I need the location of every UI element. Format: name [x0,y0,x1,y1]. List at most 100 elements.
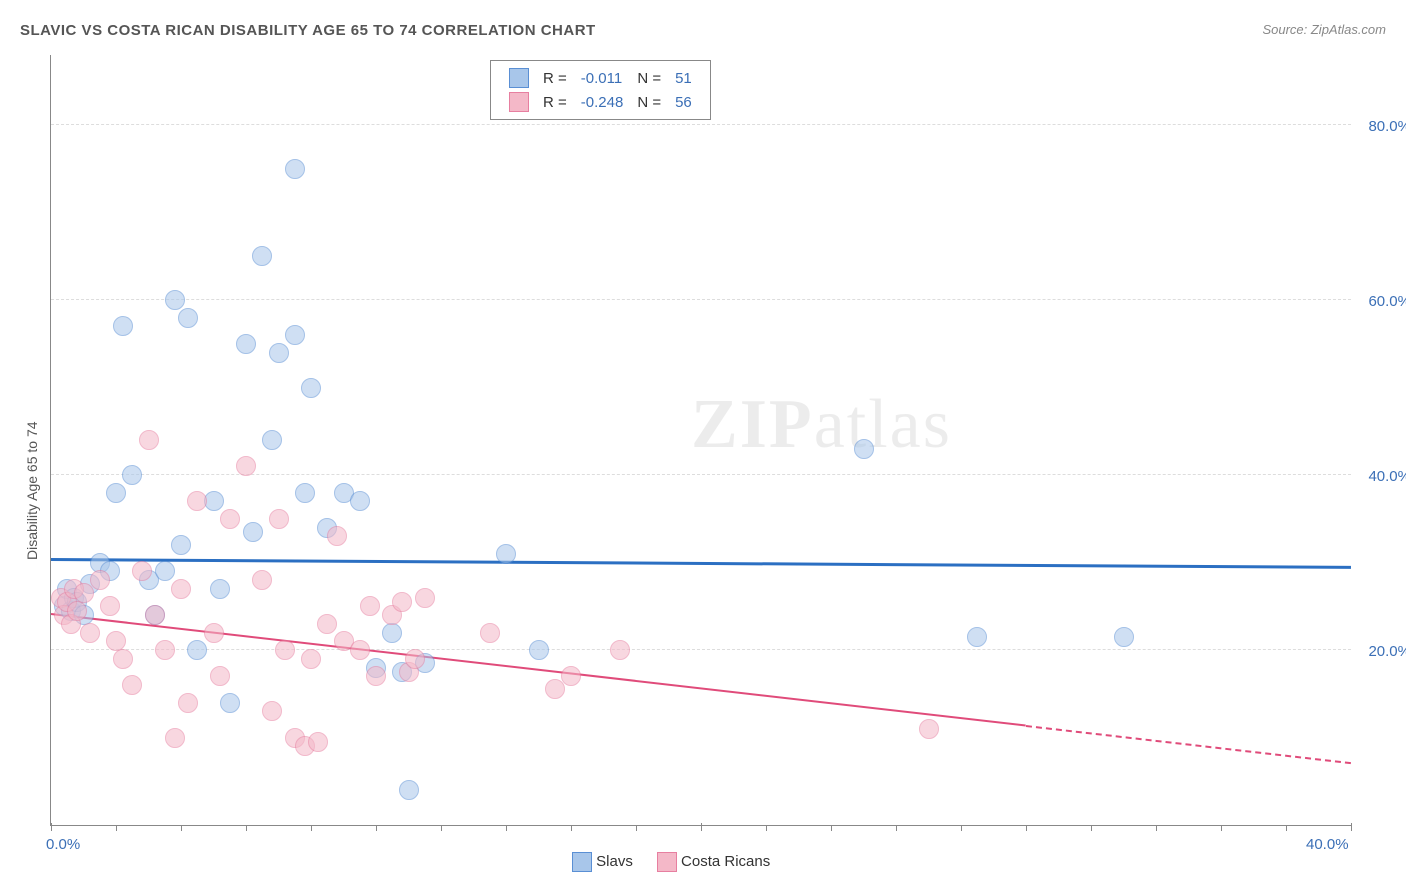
legend-swatch [509,68,529,88]
data-point [295,483,315,503]
data-point [171,535,191,555]
data-point [187,640,207,660]
y-tick-label: 40.0% [1368,468,1406,485]
data-point [178,308,198,328]
data-point [262,701,282,721]
y-axis-label: Disability Age 65 to 74 [24,421,40,560]
data-point [113,316,133,336]
data-point [301,378,321,398]
watermark: ZIPatlas [691,385,952,465]
legend-n-label: N = [631,67,667,89]
x-minor-tick [896,825,897,831]
x-minor-tick [116,825,117,831]
data-point [967,627,987,647]
data-point [317,614,337,634]
data-point [100,596,120,616]
data-point [122,675,142,695]
data-point [360,596,380,616]
data-point [285,325,305,345]
x-minor-tick [636,825,637,831]
data-point [145,605,165,625]
legend-n-value: 51 [669,67,698,89]
legend-row: R =-0.011N =51 [503,67,698,89]
data-point [366,666,386,686]
data-point [392,592,412,612]
data-point [171,579,191,599]
data-point [350,640,370,660]
data-point [236,334,256,354]
legend-table: R =-0.011N =51R =-0.248N =56 [501,65,700,115]
x-minor-tick [831,825,832,831]
chart-title: SLAVIC VS COSTA RICAN DISABILITY AGE 65 … [20,22,596,39]
data-point [139,430,159,450]
x-minor-tick [1286,825,1287,831]
data-point [275,640,295,660]
data-point [415,588,435,608]
legend-r-label: R = [537,67,573,89]
gridline [51,124,1351,125]
data-point [301,649,321,669]
data-point [178,693,198,713]
gridline [51,649,1351,650]
trend-line [1026,725,1351,764]
data-point [210,666,230,686]
legend-n-value: 56 [669,91,698,113]
data-point [210,579,230,599]
scatter-plot: ZIPatlas 20.0%40.0%60.0%80.0%0.0%40.0% [50,55,1351,826]
data-point [399,780,419,800]
data-point [262,430,282,450]
data-point [545,679,565,699]
trend-line [51,613,1026,727]
data-point [204,623,224,643]
legend-row: R =-0.248N =56 [503,91,698,113]
data-point [80,623,100,643]
data-point [74,583,94,603]
x-minor-tick [246,825,247,831]
trend-line [51,558,1351,569]
data-point [285,159,305,179]
data-point [122,465,142,485]
y-tick-label: 20.0% [1368,643,1406,660]
source-label: Source: ZipAtlas.com [1262,22,1386,37]
data-point [220,693,240,713]
x-minor-tick [311,825,312,831]
data-point [327,526,347,546]
legend-swatch [657,852,677,872]
data-point [529,640,549,660]
x-minor-tick [1221,825,1222,831]
x-minor-tick [376,825,377,831]
x-tick-label: 0.0% [46,836,80,853]
data-point [854,439,874,459]
data-point [132,561,152,581]
x-minor-tick [181,825,182,831]
gridline [51,299,1351,300]
source-prefix: Source: [1262,22,1310,37]
x-minor-tick [506,825,507,831]
correlation-legend: R =-0.011N =51R =-0.248N =56 [490,60,711,120]
data-point [308,732,328,752]
data-point [252,246,272,266]
data-point [165,290,185,310]
source-name: ZipAtlas.com [1311,22,1386,37]
data-point [113,649,133,669]
data-point [155,640,175,660]
x-minor-tick [441,825,442,831]
x-minor-tick [1026,825,1027,831]
series-legend-item: Costa Ricans [657,852,770,872]
data-point [480,623,500,643]
data-point [919,719,939,739]
data-point [1114,627,1134,647]
data-point [236,456,256,476]
data-point [243,522,263,542]
data-point [382,623,402,643]
legend-r-value: -0.248 [575,91,630,113]
data-point [220,509,240,529]
data-point [610,640,630,660]
series-name: Costa Ricans [681,853,770,870]
legend-r-value: -0.011 [575,67,630,89]
data-point [269,343,289,363]
data-point [350,491,370,511]
x-minor-tick [766,825,767,831]
data-point [155,561,175,581]
watermark-zip: ZIP [691,386,814,463]
